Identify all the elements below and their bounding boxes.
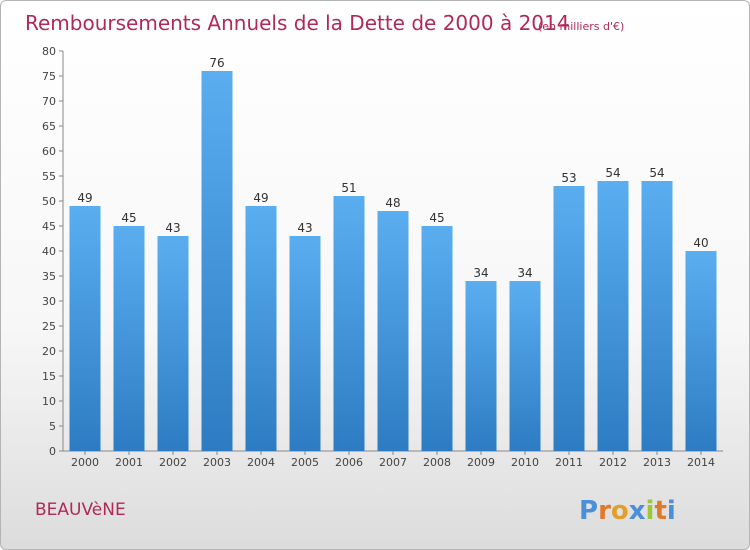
x-tick-label: 2011	[555, 456, 583, 469]
bar-2014	[685, 251, 717, 451]
chart-title: Remboursements Annuels de la Dette de 20…	[25, 11, 569, 35]
bar-2001	[113, 226, 145, 451]
logo-letter: r	[598, 496, 611, 526]
data-label: 48	[385, 196, 400, 210]
y-tick-label: 15	[42, 370, 56, 383]
y-tick-label: 20	[42, 345, 56, 358]
x-tick-label: 2001	[115, 456, 143, 469]
x-tick-label: 2002	[159, 456, 187, 469]
data-label: 43	[297, 221, 312, 235]
bar-2012	[597, 181, 629, 451]
data-labels-group: 49 45 43 76 49 43 51 48 45 34 34 53 54 54 40	[77, 56, 708, 280]
y-tick-label: 40	[42, 245, 56, 258]
bar-2003	[201, 71, 233, 451]
y-tick-label: 50	[42, 195, 56, 208]
logo-letter: t	[654, 496, 666, 526]
chart-subtitle: (en milliers d'€)	[538, 20, 624, 33]
logo-letter: i	[667, 496, 676, 526]
y-tick-label: 5	[49, 420, 56, 433]
data-label: 43	[165, 221, 180, 235]
logo-letter: i	[646, 496, 655, 526]
bar-2008	[421, 226, 453, 451]
data-label: 34	[473, 266, 488, 280]
y-tick-label: 80	[42, 45, 56, 58]
x-tick-label: 2005	[291, 456, 319, 469]
data-label: 51	[341, 181, 356, 195]
x-tick-label: 2013	[643, 456, 671, 469]
y-tick-label: 60	[42, 145, 56, 158]
x-tick-label: 2004	[247, 456, 275, 469]
data-label: 49	[253, 191, 268, 205]
bar-2005	[289, 236, 321, 451]
bar-2004	[245, 206, 277, 451]
y-tick-label: 35	[42, 270, 56, 283]
y-tick-label: 30	[42, 295, 56, 308]
logo-letter: P	[579, 496, 598, 526]
x-tick-label: 2006	[335, 456, 363, 469]
data-label: 40	[693, 236, 708, 250]
bar-2010	[509, 281, 541, 451]
y-tick-label: 75	[42, 70, 56, 83]
y-tick-label: 65	[42, 120, 56, 133]
x-tick-label: 2000	[71, 456, 99, 469]
bar-2013	[641, 181, 673, 451]
y-tick-label: 25	[42, 320, 56, 333]
bars-group	[69, 71, 717, 451]
x-tick-label: 2003	[203, 456, 231, 469]
data-label: 45	[121, 211, 136, 225]
bar-2002	[157, 236, 189, 451]
y-tick-label: 45	[42, 220, 56, 233]
bar-2011	[553, 186, 585, 451]
y-tick-label: 55	[42, 170, 56, 183]
bar-2006	[333, 196, 365, 451]
logo-letter: o	[611, 496, 629, 526]
proxiti-logo: Proxiti	[579, 496, 676, 526]
data-label: 76	[209, 56, 224, 70]
data-label: 45	[429, 211, 444, 225]
y-tick-label: 10	[42, 395, 56, 408]
x-tick-label: 2010	[511, 456, 539, 469]
data-label: 34	[517, 266, 532, 280]
commune-name: BEAUVèNE	[35, 500, 126, 520]
x-tick-label: 2007	[379, 456, 407, 469]
y-tick-label: 70	[42, 95, 56, 108]
y-tick-label: 0	[49, 445, 56, 458]
bar-2000	[69, 206, 101, 451]
bar-2007	[377, 211, 409, 451]
logo-letter: x	[629, 496, 646, 526]
bar-2009	[465, 281, 497, 451]
x-tick-label: 2009	[467, 456, 495, 469]
data-label: 54	[649, 166, 664, 180]
axes: 0 5 10 15 20 25 30 35 40 45 50 55 60 65 70 75 80 2000 2001…	[42, 45, 723, 469]
x-tick-label: 2012	[599, 456, 627, 469]
data-label: 54	[605, 166, 620, 180]
x-tick-label: 2008	[423, 456, 451, 469]
data-label: 53	[561, 171, 576, 185]
x-tick-label: 2014	[687, 456, 715, 469]
data-label: 49	[77, 191, 92, 205]
